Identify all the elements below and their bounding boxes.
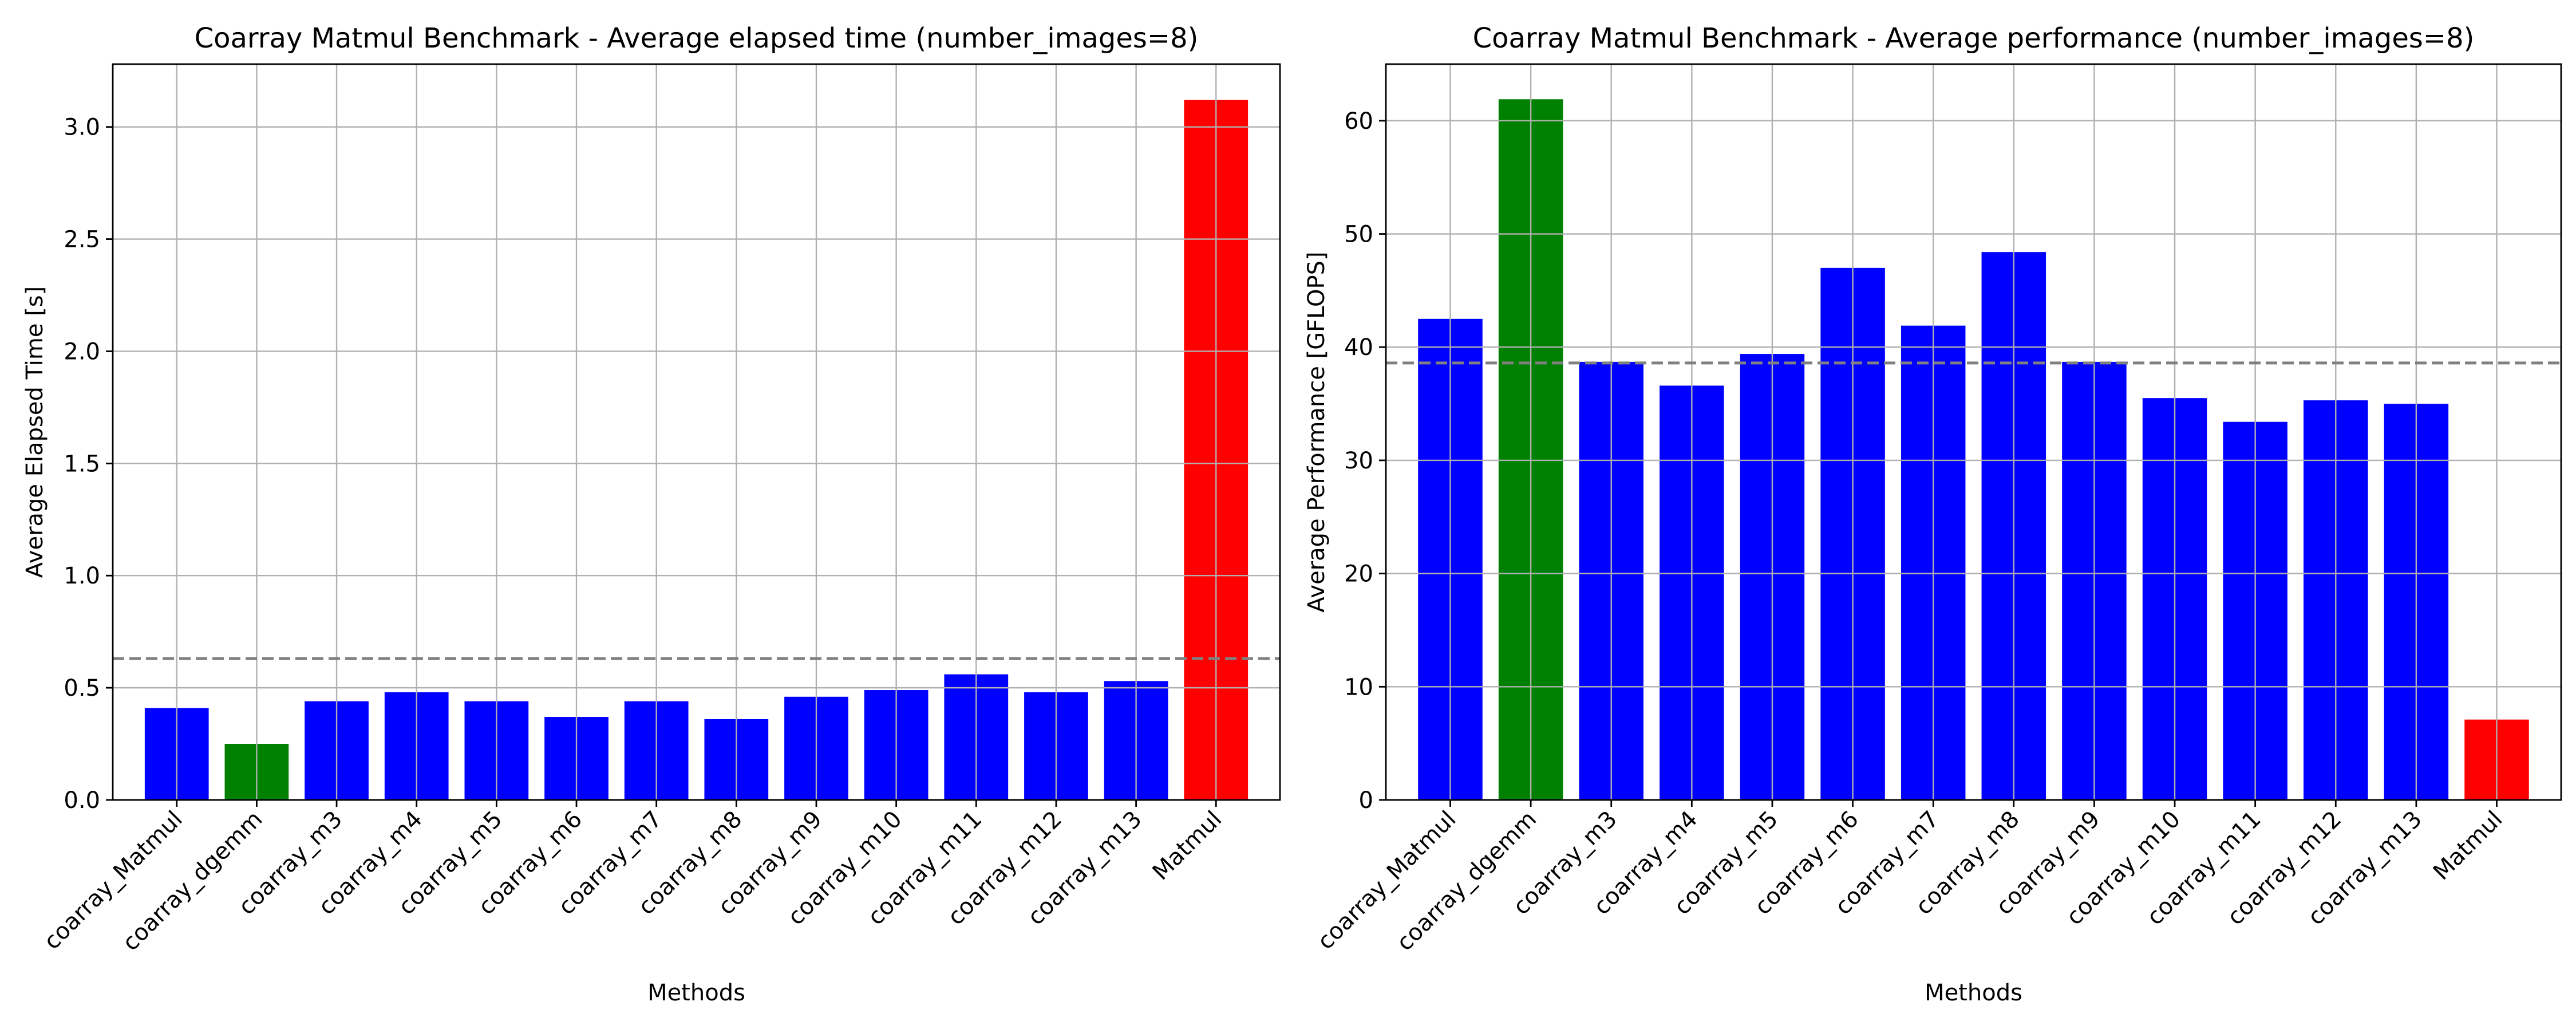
- y-tick-label: 20: [1344, 561, 1373, 588]
- y-tick-label: 0.0: [64, 787, 100, 814]
- y-tick-label: 10: [1344, 674, 1373, 700]
- y-axis-label: Average Performance [GFLOPS]: [1303, 251, 1330, 612]
- y-tick-label: 30: [1344, 448, 1373, 474]
- y-tick-label: 0.5: [64, 675, 100, 701]
- y-tick-label: 0: [1359, 787, 1373, 814]
- chart-title: Coarray Matmul Benchmark - Average elaps…: [195, 22, 1199, 54]
- plot-frame: [1385, 63, 2562, 801]
- y-tick-label: 2.0: [64, 338, 100, 365]
- x-axis-label: Methods: [1925, 980, 2022, 1006]
- plot-frame: [112, 63, 1281, 801]
- y-tick-label: 2.5: [64, 227, 100, 253]
- y-tick-label: 50: [1344, 222, 1373, 248]
- y-tick-label: 3.0: [64, 115, 100, 141]
- chart-title: Coarray Matmul Benchmark - Average perfo…: [1473, 22, 2475, 54]
- y-tick-label: 40: [1344, 334, 1373, 361]
- y-tick-label: 1.0: [64, 563, 100, 589]
- x-axis-label: Methods: [647, 980, 745, 1006]
- y-tick-label: 60: [1344, 108, 1373, 135]
- y-axis-label: Average Elapsed Time [s]: [22, 286, 48, 578]
- y-tick-label: 1.5: [64, 451, 100, 477]
